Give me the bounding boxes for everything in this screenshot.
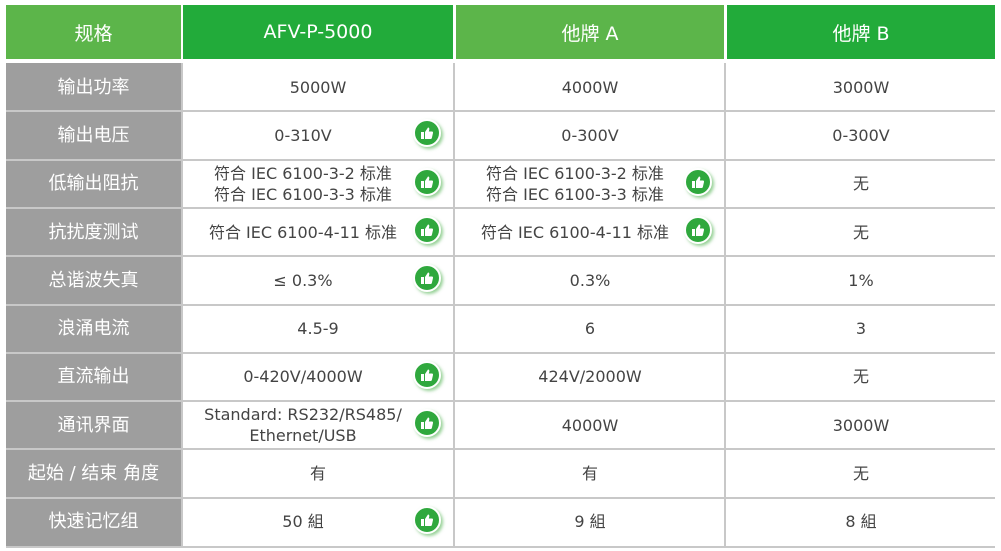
- value-cell: 6: [456, 304, 724, 353]
- value-cell: 8 組: [727, 497, 995, 546]
- value-cell: 0-300V: [727, 111, 995, 160]
- header-afv-p-5000: AFV-P-5000: [183, 5, 453, 59]
- value-text: 有: [581, 464, 598, 484]
- row-divider: [6, 448, 995, 451]
- value-text: 符合 IEC 6100-4-11 标准: [208, 222, 398, 242]
- thumbs-up-icon: [413, 119, 441, 148]
- value-cell: ≤ 0.3%: [183, 256, 453, 305]
- value-text: 4000W: [561, 77, 619, 97]
- value-text: 符合 IEC 6100-4-11 标准: [480, 222, 670, 242]
- value-text: 符合 IEC 6100-3-2 标准 符合 IEC 6100-3-3 标准: [486, 163, 664, 204]
- value-cell: 4.5-9: [183, 304, 453, 353]
- value-text: 424V/2000W: [538, 367, 642, 387]
- value-text: 0-300V: [832, 125, 890, 145]
- row-divider: [6, 110, 995, 113]
- value-text: 0-310V: [274, 125, 332, 145]
- column-divider: [724, 63, 726, 547]
- table-bottom-border: [6, 546, 995, 548]
- value-cell: 符合 IEC 6100-4-11 标准: [183, 207, 453, 257]
- value-text: 3000W: [832, 415, 890, 435]
- row-label: 起始 / 结束 角度: [6, 449, 181, 498]
- value-text: 无: [852, 174, 869, 194]
- row-label: 通讯界面: [6, 401, 181, 450]
- value-cell: 有: [183, 449, 453, 498]
- value-text: 0-420V/4000W: [243, 367, 363, 387]
- row-label: 快速记忆组: [6, 497, 181, 546]
- value-cell: 50 組: [183, 497, 453, 546]
- thumbs-up-icon: [684, 216, 712, 245]
- value-cell: Standard: RS232/RS485/ Ethernet/USB: [183, 401, 453, 450]
- row-label: 浪涌电流: [6, 304, 181, 353]
- value-text: 4.5-9: [297, 319, 339, 339]
- value-text: 5000W: [289, 77, 347, 97]
- value-cell: 3: [727, 304, 995, 353]
- value-text: 无: [852, 222, 869, 242]
- value-cell: 0-310V: [183, 111, 453, 160]
- value-cell: 无: [727, 207, 995, 257]
- value-cell: 无: [727, 449, 995, 498]
- row-label: 抗扰度测试: [6, 207, 181, 257]
- value-text: 无: [852, 367, 869, 387]
- value-text: 3000W: [832, 77, 890, 97]
- value-text: 8 組: [845, 512, 877, 532]
- value-text: 50 組: [282, 512, 324, 532]
- value-text: 0.3%: [569, 270, 611, 290]
- value-cell: 无: [727, 159, 995, 208]
- value-text: ≤ 0.3%: [273, 270, 333, 290]
- thumbs-up-icon: [413, 216, 441, 245]
- thumbs-up-icon: [413, 409, 441, 438]
- row-divider: [6, 400, 995, 403]
- row-label: 低输出阻抗: [6, 159, 181, 208]
- value-text: 有: [309, 464, 326, 484]
- value-cell: 符合 IEC 6100-3-2 标准 符合 IEC 6100-3-3 标准: [183, 159, 453, 208]
- row-divider: [6, 158, 995, 161]
- thumbs-up-icon: [413, 360, 441, 389]
- value-text: 3: [855, 319, 867, 339]
- value-cell: 4000W: [456, 401, 724, 450]
- row-divider: [6, 255, 995, 258]
- thumbs-up-icon: [413, 167, 441, 196]
- thumbs-up-icon: [413, 264, 441, 293]
- column-divider: [181, 63, 183, 547]
- value-cell: 0-420V/4000W: [183, 352, 453, 402]
- value-cell: 424V/2000W: [456, 352, 724, 402]
- row-label: 输出功率: [6, 63, 181, 112]
- value-text: 6: [584, 319, 596, 339]
- value-cell: 有: [456, 449, 724, 498]
- thumbs-up-icon: [413, 505, 441, 534]
- value-text: 9 組: [574, 512, 606, 532]
- value-text: 4000W: [561, 415, 619, 435]
- value-cell: 3000W: [727, 63, 995, 112]
- value-cell: 9 組: [456, 497, 724, 546]
- value-text: 无: [852, 464, 869, 484]
- row-label: 总谐波失真: [6, 256, 181, 305]
- header-brand-b: 他牌 B: [727, 5, 995, 59]
- value-text: 1%: [848, 270, 874, 290]
- value-text: Standard: RS232/RS485/ Ethernet/USB: [204, 405, 402, 446]
- value-text: 符合 IEC 6100-3-2 标准 符合 IEC 6100-3-3 标准: [214, 163, 392, 204]
- value-cell: 1%: [727, 256, 995, 305]
- column-divider: [453, 63, 455, 547]
- value-cell: 5000W: [183, 63, 453, 112]
- row-label: 输出电压: [6, 111, 181, 160]
- row-divider: [6, 351, 995, 354]
- value-cell: 无: [727, 352, 995, 402]
- value-cell: 3000W: [727, 401, 995, 450]
- value-cell: 符合 IEC 6100-4-11 标准: [456, 207, 724, 257]
- value-cell: 4000W: [456, 63, 724, 112]
- row-label: 直流输出: [6, 352, 181, 402]
- row-divider: [6, 303, 995, 306]
- thumbs-up-icon: [684, 167, 712, 196]
- value-text: 0-300V: [561, 125, 619, 145]
- value-cell: 符合 IEC 6100-3-2 标准 符合 IEC 6100-3-3 标准: [456, 159, 724, 208]
- row-divider: [6, 496, 995, 499]
- header-brand-a: 他牌 A: [456, 5, 724, 59]
- header-spec: 规格: [6, 5, 181, 59]
- row-divider: [6, 206, 995, 209]
- value-cell: 0.3%: [456, 256, 724, 305]
- value-cell: 0-300V: [456, 111, 724, 160]
